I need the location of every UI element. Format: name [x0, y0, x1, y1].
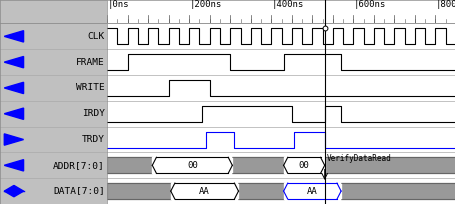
Text: FRAME: FRAME [76, 58, 105, 67]
Text: VerifyDataRead: VerifyDataRead [326, 154, 390, 163]
Text: WRITE: WRITE [76, 83, 105, 92]
Polygon shape [4, 108, 24, 119]
Text: |0ns: |0ns [107, 0, 128, 9]
Text: 00: 00 [298, 161, 309, 170]
Text: TRDY: TRDY [82, 135, 105, 144]
Polygon shape [4, 134, 24, 145]
Text: 00: 00 [187, 161, 197, 170]
Text: |200ns: |200ns [189, 0, 221, 9]
Text: AA: AA [306, 187, 317, 196]
Polygon shape [4, 185, 14, 197]
Text: |600ns: |600ns [353, 0, 385, 9]
Text: CLK: CLK [87, 32, 105, 41]
Text: |400ns: |400ns [271, 0, 303, 9]
Polygon shape [4, 57, 24, 68]
Polygon shape [4, 31, 24, 42]
Polygon shape [4, 82, 24, 94]
Polygon shape [4, 160, 24, 171]
Text: ADDR[7:0]: ADDR[7:0] [53, 161, 105, 170]
Text: |800: |800 [435, 0, 455, 9]
Text: AA: AA [199, 187, 210, 196]
Text: IRDY: IRDY [82, 109, 105, 118]
Text: DATA[7:0]: DATA[7:0] [53, 187, 105, 196]
Polygon shape [14, 185, 24, 197]
